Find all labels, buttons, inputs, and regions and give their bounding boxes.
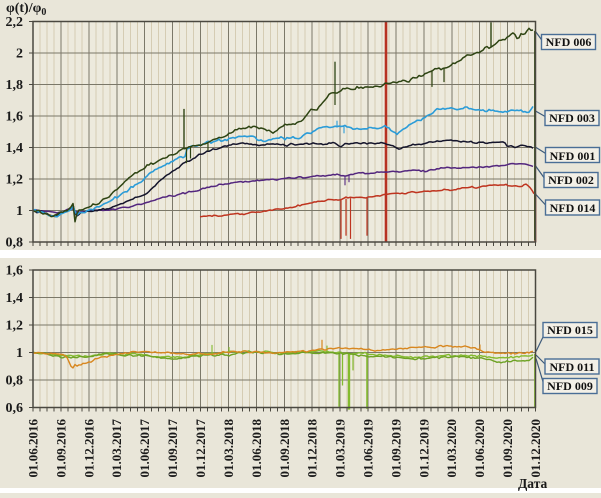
svg-text:1,2: 1,2 xyxy=(6,173,24,188)
svg-text:01.09.2020: 01.09.2020 xyxy=(500,419,515,478)
svg-text:01.06.2017: 01.06.2017 xyxy=(137,419,152,478)
svg-text:NFD 003: NFD 003 xyxy=(549,111,595,125)
svg-text:NFD 002: NFD 002 xyxy=(548,173,594,187)
svg-text:NFD 015: NFD 015 xyxy=(547,323,593,337)
svg-text:1,8: 1,8 xyxy=(6,78,24,93)
svg-text:01.06.2016: 01.06.2016 xyxy=(26,419,41,478)
svg-text:01.06.2018: 01.06.2018 xyxy=(249,419,264,478)
svg-text:1,6: 1,6 xyxy=(6,264,24,279)
svg-text:01.12.2020: 01.12.2020 xyxy=(528,419,543,478)
svg-text:NFD 006: NFD 006 xyxy=(546,35,592,49)
svg-text:NFD 014: NFD 014 xyxy=(550,201,596,215)
svg-text:01.06.2020: 01.06.2020 xyxy=(472,419,487,478)
svg-text:01.12.2019: 01.12.2019 xyxy=(416,419,431,478)
svg-text:01.09.2019: 01.09.2019 xyxy=(388,419,403,478)
svg-text:1,6: 1,6 xyxy=(6,110,24,125)
svg-text:01.06.2019: 01.06.2019 xyxy=(361,419,376,478)
svg-text:1,4: 1,4 xyxy=(6,291,24,306)
svg-text:2,2: 2,2 xyxy=(6,15,24,30)
svg-text:1: 1 xyxy=(16,346,23,361)
svg-text:φ(t)/φ0: φ(t)/φ0 xyxy=(6,1,46,18)
svg-text:0,8: 0,8 xyxy=(6,236,24,251)
svg-text:Дата: Дата xyxy=(518,476,547,491)
svg-text:01.12.2016: 01.12.2016 xyxy=(81,419,96,478)
svg-text:01.03.2017: 01.03.2017 xyxy=(109,419,124,478)
svg-text:1,2: 1,2 xyxy=(6,319,24,334)
svg-text:01.03.2020: 01.03.2020 xyxy=(444,419,459,478)
svg-text:NFD 011: NFD 011 xyxy=(550,360,595,374)
svg-text:01.12.2018: 01.12.2018 xyxy=(305,419,320,478)
svg-text:NFD 009: NFD 009 xyxy=(547,379,593,393)
svg-text:01.09.2016: 01.09.2016 xyxy=(53,419,68,478)
svg-text:1,4: 1,4 xyxy=(6,141,24,156)
svg-text:0,6: 0,6 xyxy=(6,401,24,416)
svg-text:01.09.2018: 01.09.2018 xyxy=(277,419,292,478)
svg-text:NFD 001: NFD 001 xyxy=(550,149,596,163)
svg-text:01.03.2018: 01.03.2018 xyxy=(221,419,236,478)
svg-text:01.09.2017: 01.09.2017 xyxy=(165,419,180,478)
svg-text:01.12.2017: 01.12.2017 xyxy=(193,419,208,478)
svg-text:1: 1 xyxy=(16,204,23,219)
svg-text:2: 2 xyxy=(16,47,23,62)
svg-text:01.03.2019: 01.03.2019 xyxy=(333,419,348,478)
svg-text:0,8: 0,8 xyxy=(6,374,24,389)
